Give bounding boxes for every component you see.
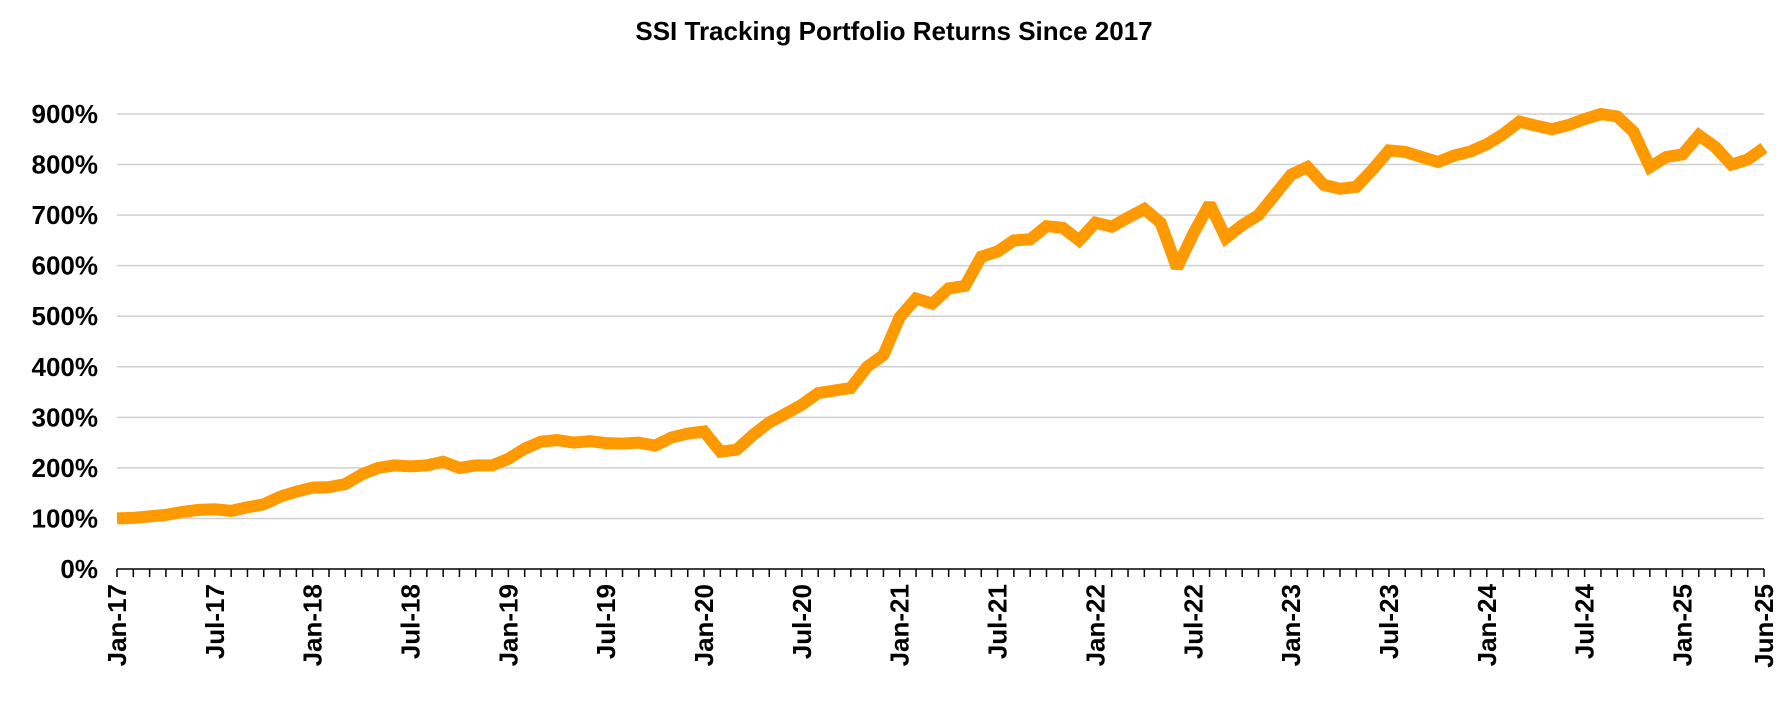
x-tick-label: Jan-24: [1472, 583, 1502, 666]
y-tick-label: 700%: [32, 200, 99, 230]
x-tick-label: Jul-24: [1570, 583, 1600, 659]
y-tick-label: 300%: [32, 402, 99, 432]
x-tick-label: Jul-17: [200, 584, 230, 659]
chart-title: SSI Tracking Portfolio Returns Since 201…: [635, 16, 1153, 46]
x-tick-label: Jan-25: [1667, 584, 1697, 666]
x-tick-label: Jan-21: [885, 584, 915, 666]
x-tick-label: Jul-18: [396, 584, 426, 659]
x-tick-label: Jan-18: [298, 584, 328, 666]
x-tick-label: Jul-19: [591, 584, 621, 659]
y-tick-label: 800%: [32, 150, 99, 180]
y-tick-label: 900%: [32, 99, 99, 129]
x-tick-label: Jun-25: [1749, 584, 1779, 668]
y-tick-label: 600%: [32, 251, 99, 281]
y-tick-label: 400%: [32, 352, 99, 382]
x-tick-label: Jul-22: [1178, 584, 1208, 659]
series-line: [116, 107, 1768, 525]
x-tick-label: Jan-22: [1080, 584, 1110, 666]
y-tick-label: 500%: [32, 301, 99, 331]
x-tick-label: Jan-17: [102, 584, 132, 666]
y-tick-label: 200%: [32, 453, 99, 483]
x-tick-label: Jul-21: [983, 584, 1013, 659]
y-tick-label: 0%: [60, 554, 98, 584]
x-tick-label: Jan-19: [493, 584, 523, 666]
x-tick-label: Jan-20: [689, 584, 719, 666]
x-tick-label: Jan-23: [1276, 584, 1306, 666]
y-tick-label: 100%: [32, 503, 99, 533]
x-tick-label: Jul-20: [787, 584, 817, 659]
x-tick-label: Jul-23: [1374, 584, 1404, 659]
